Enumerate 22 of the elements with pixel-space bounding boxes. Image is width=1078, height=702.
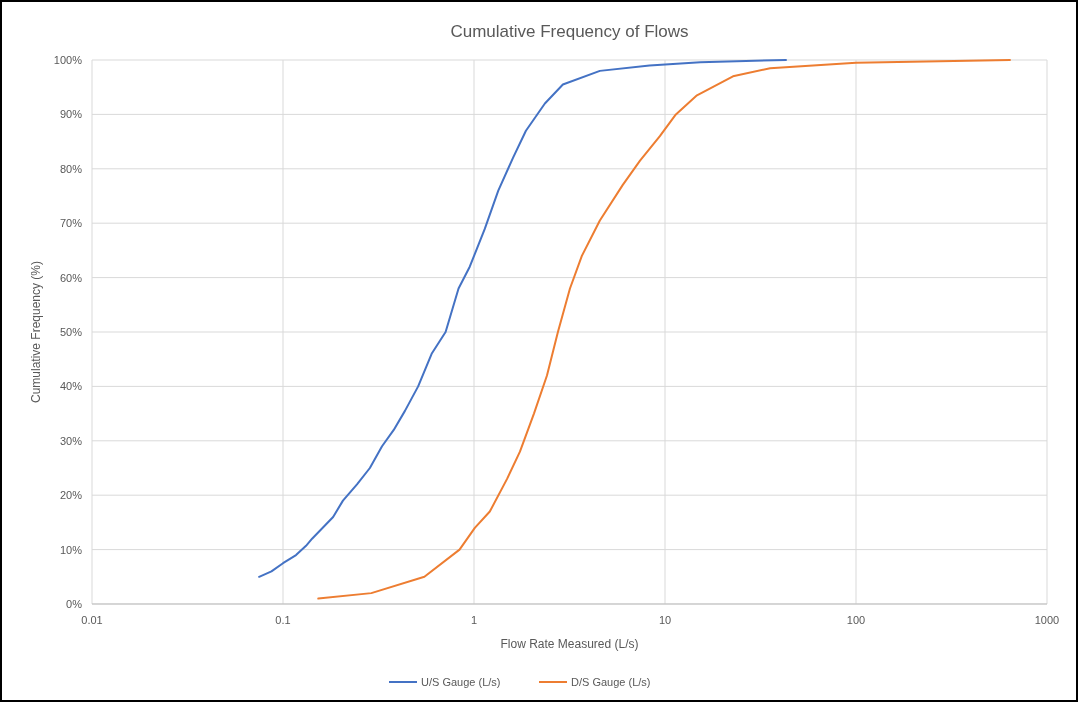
y-tick-label: 10%: [59, 543, 83, 556]
y-tick-label: 30%: [59, 434, 83, 447]
x-tick-label: 0.01: [81, 614, 103, 626]
y-axis-title: Cumulative Frequency (%): [29, 260, 43, 404]
y-tick-label: 70%: [59, 217, 83, 230]
legend-label: D/S Gauge (L/s): [571, 676, 651, 688]
y-tick-label: 40%: [59, 380, 83, 393]
x-tick-label: 0.1: [275, 614, 291, 626]
x-tick-label: 100: [846, 614, 866, 626]
x-tick-label: 1: [470, 614, 478, 626]
y-tick-label: 60%: [59, 271, 83, 284]
x-tick-label: 1000: [1034, 614, 1060, 626]
x-axis-title: Flow Rate Measured (L/s): [500, 637, 639, 651]
y-tick-label: 50%: [59, 326, 83, 338]
y-tick-label: 20%: [59, 489, 83, 502]
legend-label: U/S Gauge (L/s): [421, 676, 501, 688]
y-tick-label: 0%: [66, 598, 83, 610]
y-tick-label: 100%: [53, 54, 83, 66]
chart-title: Cumulative Frequency of Flows: [450, 22, 689, 41]
y-tick-label: 90%: [59, 108, 83, 121]
y-tick-label: 80%: [59, 162, 83, 175]
x-tick-label: 10: [658, 614, 672, 626]
